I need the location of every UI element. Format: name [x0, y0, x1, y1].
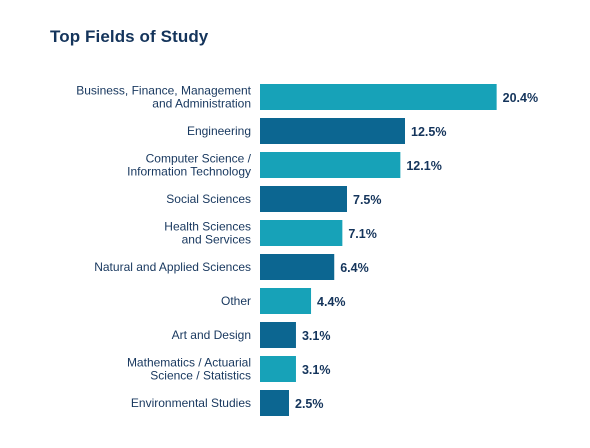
bar — [260, 322, 296, 348]
category-label: Computer Science / Information Technology — [127, 152, 252, 179]
value-label: 3.1% — [302, 363, 331, 377]
category-label-line: Natural and Applied Sciences — [94, 260, 251, 274]
category-label-line: and Services — [182, 233, 251, 247]
category-label-line: Environmental Studies — [131, 396, 251, 410]
category-label: Environmental Studies — [131, 396, 251, 410]
bar — [260, 254, 334, 280]
value-label: 6.4% — [340, 261, 369, 275]
category-label-line: Science / Statistics — [150, 369, 251, 383]
category-label-line: Social Sciences — [166, 192, 251, 206]
value-label: 2.5% — [295, 397, 324, 411]
category-label: Business, Finance, Management and Adminis… — [76, 84, 251, 111]
category-label-line: and Administration — [152, 97, 251, 111]
bar — [260, 288, 311, 314]
category-label: Other — [221, 294, 251, 308]
category-label: Art and Design — [172, 328, 251, 342]
category-label-line: Engineering — [187, 124, 251, 138]
value-label: 7.5% — [353, 193, 382, 207]
category-label: Health Sciences and Services — [164, 220, 251, 247]
category-label-line: Art and Design — [172, 328, 251, 342]
bar — [260, 220, 342, 246]
category-label-line: Other — [221, 294, 251, 308]
category-label-line: Health Sciences — [164, 220, 251, 234]
value-label: 20.4% — [503, 91, 538, 105]
bar — [260, 118, 405, 144]
bar — [260, 186, 347, 212]
category-label: Social Sciences — [166, 192, 251, 206]
value-label: 4.4% — [317, 295, 346, 309]
category-label: Engineering — [187, 124, 251, 138]
bar — [260, 390, 289, 416]
value-label: 3.1% — [302, 329, 331, 343]
value-label: 12.5% — [411, 125, 446, 139]
bar — [260, 152, 400, 178]
category-label-line: Business, Finance, Management — [76, 84, 251, 98]
bar — [260, 356, 296, 382]
category-label: Natural and Applied Sciences — [94, 260, 251, 274]
category-label-line: Mathematics / Actuarial — [127, 356, 251, 370]
value-label: 12.1% — [406, 159, 441, 173]
bar — [260, 84, 497, 110]
value-label: 7.1% — [348, 227, 377, 241]
category-label-line: Information Technology — [127, 165, 251, 179]
category-label-line: Computer Science / — [146, 152, 252, 166]
category-label: Mathematics / Actuarial Science / Statist… — [127, 356, 251, 383]
